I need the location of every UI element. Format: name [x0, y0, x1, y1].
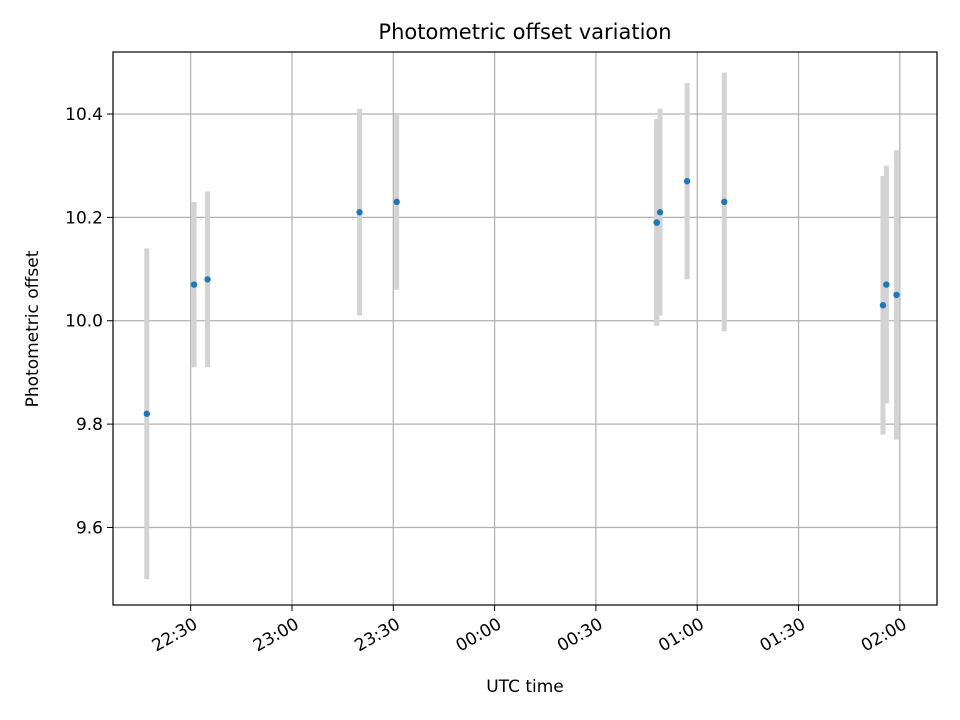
y-tick-label: 9.6 [76, 518, 103, 538]
data-point [721, 198, 728, 206]
data-point [393, 198, 400, 206]
data-point [653, 219, 660, 226]
data-point [879, 302, 887, 309]
data-point [204, 276, 211, 283]
data-point [190, 281, 198, 288]
y-tick-label: 10.4 [65, 105, 103, 125]
data-point [143, 410, 150, 417]
data-point [356, 209, 363, 216]
plot-frame [112, 51, 938, 606]
y-axis-ticks: 9.6 9.8 10.0 10.2 10.4 [65, 105, 113, 538]
grid [113, 52, 937, 605]
data-point [883, 281, 890, 288]
y-axis-label: Photometric offset [23, 250, 43, 407]
y-tick-label: 10.0 [65, 312, 103, 332]
data-points [143, 178, 900, 417]
x-axis-label: UTC time [486, 677, 564, 697]
data-point [893, 291, 900, 299]
y-tick-label: 9.8 [76, 415, 103, 435]
data-point [683, 178, 691, 185]
y-tick-label: 10.2 [65, 208, 103, 228]
chart-title: Photometric offset variation [378, 20, 671, 44]
data-point [656, 209, 664, 216]
